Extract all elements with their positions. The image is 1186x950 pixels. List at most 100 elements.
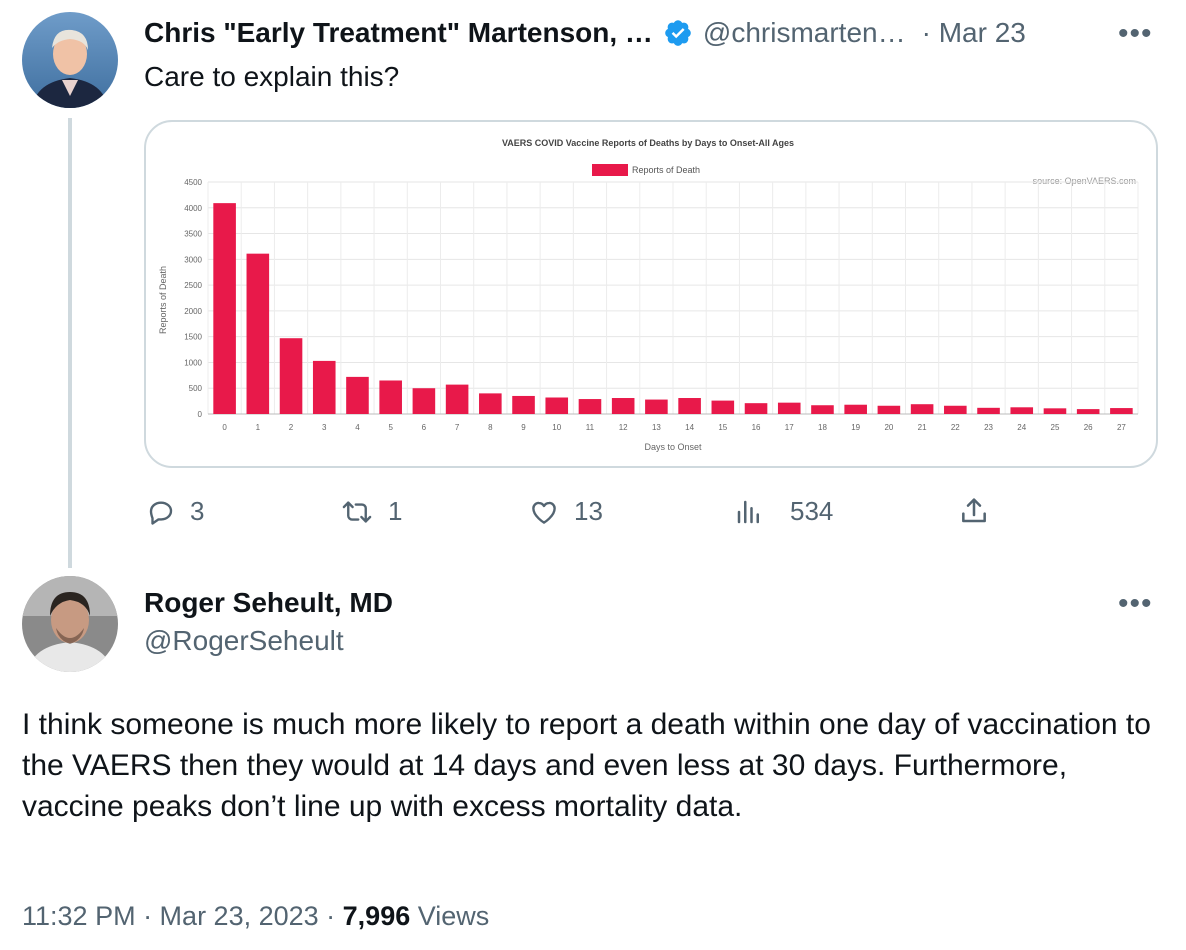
author-handle[interactable]: @chrismarten… bbox=[702, 17, 906, 48]
tweet2-text: I think someone is much more likely to r… bbox=[22, 708, 1151, 823]
legend-label: Reports of Death bbox=[632, 165, 700, 175]
x-tick-label: 2 bbox=[289, 423, 294, 432]
like-button[interactable]: 13 bbox=[528, 496, 603, 527]
bar-day-7 bbox=[445, 384, 469, 414]
y-tick-label: 2500 bbox=[184, 281, 202, 290]
retweet-count: 1 bbox=[388, 496, 403, 526]
x-tick-label: 27 bbox=[1117, 423, 1126, 432]
bar-day-21 bbox=[910, 404, 934, 414]
x-tick-label: 18 bbox=[818, 423, 827, 432]
reply-button[interactable]: 3 bbox=[146, 496, 204, 527]
retweet-button[interactable]: 1 bbox=[340, 496, 402, 527]
chart-source: source: OpenVAERS.com bbox=[1033, 176, 1136, 186]
x-tick-label: 16 bbox=[752, 423, 761, 432]
retweet-icon bbox=[342, 500, 372, 523]
reply-count: 3 bbox=[190, 496, 205, 526]
bar-day-6 bbox=[412, 388, 436, 414]
bar-day-4 bbox=[346, 376, 369, 414]
tweet-date[interactable]: · Mar 23 bbox=[921, 17, 1026, 48]
bar-day-16 bbox=[744, 403, 768, 414]
x-tick-label: 25 bbox=[1051, 423, 1060, 432]
bar-day-27 bbox=[1110, 408, 1133, 414]
x-tick-label: 22 bbox=[951, 423, 960, 432]
bar-day-25 bbox=[1043, 408, 1067, 414]
x-tick-label: 23 bbox=[984, 423, 993, 432]
more-options-icon[interactable]: ••• bbox=[1118, 587, 1153, 620]
bar-day-14 bbox=[678, 398, 701, 414]
x-tick-label: 0 bbox=[222, 423, 227, 432]
x-tick-label: 6 bbox=[422, 423, 427, 432]
bar-day-23 bbox=[977, 407, 1000, 414]
x-tick-label: 9 bbox=[521, 423, 526, 432]
y-tick-label: 3500 bbox=[184, 230, 202, 239]
x-tick-label: 1 bbox=[256, 423, 261, 432]
bar-day-8 bbox=[479, 393, 502, 414]
x-tick-label: 17 bbox=[785, 423, 794, 432]
y-axis-label: Reports of Death bbox=[158, 266, 168, 334]
x-tick-label: 15 bbox=[718, 423, 727, 432]
y-tick-label: 4000 bbox=[184, 204, 202, 213]
tweet1-text: Care to explain this? bbox=[144, 61, 400, 92]
views-count: 534 bbox=[790, 496, 834, 526]
bar-day-10 bbox=[545, 397, 569, 414]
bar-day-2 bbox=[279, 338, 303, 414]
tweet-metadata: 11:32 PM · Mar 23, 2023 · 7,996 Views bbox=[22, 899, 489, 933]
bar-day-19 bbox=[844, 404, 867, 414]
bar-day-13 bbox=[645, 399, 668, 414]
author-name[interactable]: Chris "Early Treatment" Martenson, … bbox=[144, 17, 653, 48]
bar-day-1 bbox=[246, 253, 270, 414]
bar-day-26 bbox=[1076, 409, 1100, 414]
x-tick-label: 8 bbox=[488, 423, 493, 432]
x-tick-label: 7 bbox=[455, 423, 460, 432]
chart-media-card[interactable]: VAERS COVID Vaccine Reports of Deaths by… bbox=[144, 120, 1158, 468]
bar-day-3 bbox=[312, 360, 336, 414]
share-button[interactable] bbox=[958, 495, 990, 527]
avatar-chris-martenson[interactable] bbox=[22, 12, 118, 108]
views-label: Views bbox=[417, 901, 490, 931]
x-axis-label: Days to Onset bbox=[644, 442, 702, 452]
reply-icon bbox=[149, 500, 173, 525]
views-chart-icon bbox=[737, 500, 759, 523]
x-tick-label: 20 bbox=[884, 423, 893, 432]
y-tick-label: 1500 bbox=[184, 333, 202, 342]
avatar-image bbox=[22, 12, 118, 108]
like-count: 13 bbox=[574, 496, 603, 526]
x-tick-label: 10 bbox=[552, 423, 561, 432]
bar-day-20 bbox=[877, 405, 901, 414]
verified-badge-icon bbox=[663, 18, 693, 48]
x-tick-label: 3 bbox=[322, 423, 327, 432]
y-tick-label: 500 bbox=[189, 384, 203, 393]
bar-chart: VAERS COVID Vaccine Reports of Deaths by… bbox=[158, 138, 1139, 452]
x-tick-label: 21 bbox=[918, 423, 927, 432]
views-button[interactable]: 534 bbox=[734, 496, 833, 527]
x-tick-label: 14 bbox=[685, 423, 694, 432]
bar-day-15 bbox=[711, 400, 735, 414]
bar-day-5 bbox=[379, 380, 402, 414]
x-tick-label: 11 bbox=[586, 423, 595, 432]
tweet1-header: Chris "Early Treatment" Martenson, … @ch… bbox=[144, 16, 1026, 50]
avatar-roger-seheult[interactable] bbox=[22, 576, 118, 672]
bar-day-9 bbox=[512, 395, 535, 414]
x-tick-label: 13 bbox=[652, 423, 661, 432]
x-tick-label: 12 bbox=[619, 423, 628, 432]
author-name[interactable]: Roger Seheult, MD bbox=[144, 587, 393, 618]
more-options-icon[interactable]: ••• bbox=[1118, 17, 1153, 50]
y-tick-label: 1000 bbox=[184, 358, 202, 367]
chart-title: VAERS COVID Vaccine Reports of Deaths by… bbox=[502, 138, 794, 148]
author-handle[interactable]: @RogerSeheult bbox=[144, 625, 344, 656]
heart-icon bbox=[532, 501, 556, 524]
y-tick-label: 3000 bbox=[184, 255, 202, 264]
thread-connector bbox=[68, 118, 72, 568]
bar-day-12 bbox=[611, 398, 635, 414]
y-tick-label: 0 bbox=[198, 410, 203, 419]
views-count: 7,996 bbox=[342, 901, 411, 931]
x-tick-label: 4 bbox=[355, 423, 360, 432]
bar-day-24 bbox=[1010, 407, 1034, 414]
bar-day-0 bbox=[213, 203, 236, 414]
bar-day-17 bbox=[777, 402, 801, 414]
x-tick-label: 5 bbox=[388, 423, 393, 432]
y-tick-label: 2000 bbox=[184, 307, 202, 316]
tweet-timestamp[interactable]: 11:32 PM · Mar 23, 2023 · bbox=[22, 901, 343, 931]
x-tick-label: 19 bbox=[851, 423, 860, 432]
bar-day-22 bbox=[944, 405, 967, 414]
